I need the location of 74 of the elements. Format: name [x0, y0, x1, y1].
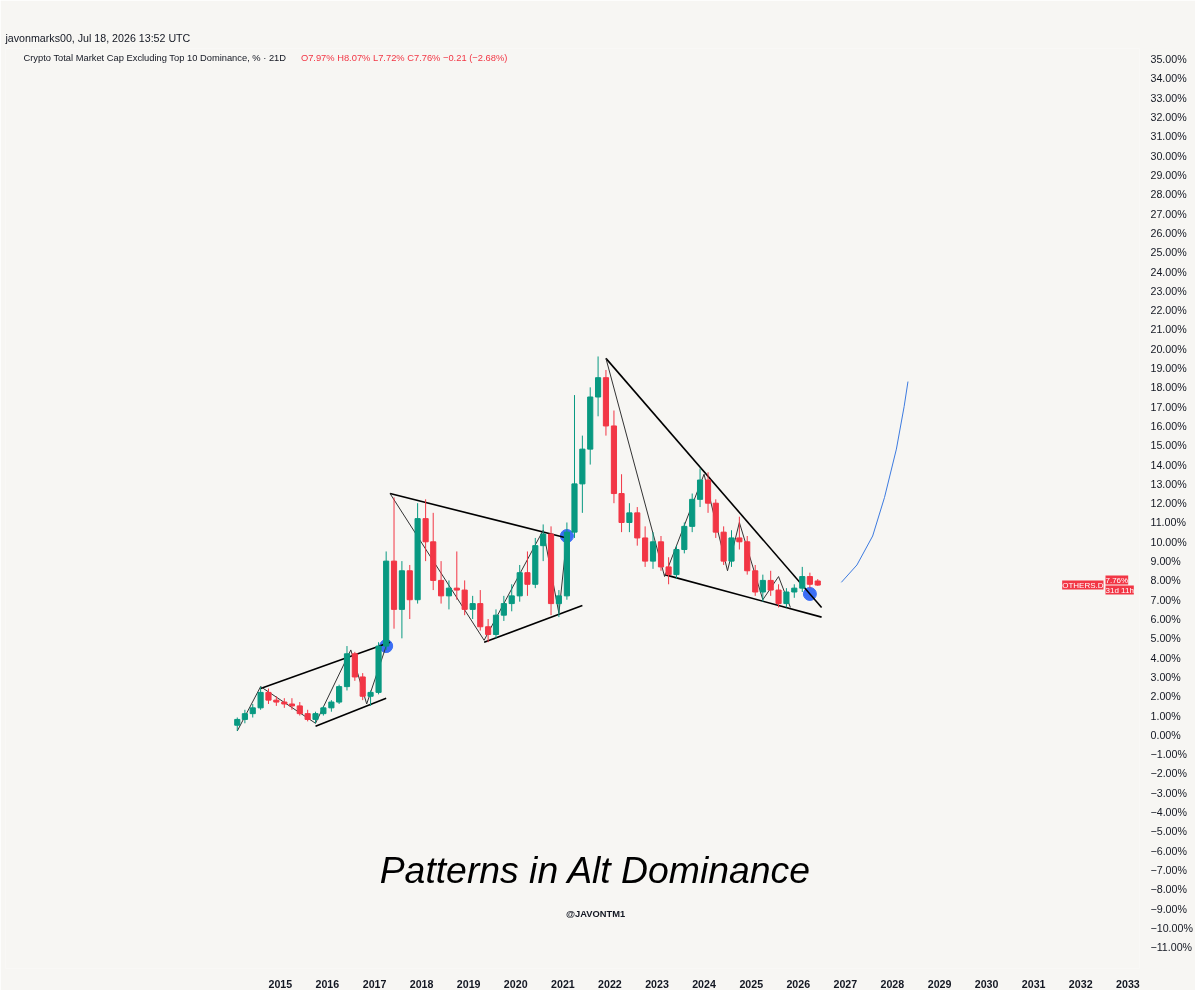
y-tick-label: 18.00%	[1150, 381, 1188, 394]
text: javonmarks00, Jul 18, 2026 13:52 UTC	[4, 31, 191, 44]
y-tick-label: 16.00%	[1150, 419, 1188, 432]
x-tick-label: 2016	[315, 977, 340, 990]
annotation: OTHERS.D	[1062, 580, 1104, 590]
x-tick-label: 2020	[503, 977, 528, 990]
y-tick-label: 14.00%	[1150, 458, 1188, 471]
y-tick-label: 28.00%	[1150, 188, 1188, 201]
x-tick-label: 2019	[456, 977, 481, 990]
y-tick-label: −4.00%	[1150, 806, 1188, 819]
x-tick-label: 2015	[268, 977, 293, 990]
y-tick-label: 30.00%	[1150, 149, 1188, 162]
y-tick-label: 20.00%	[1150, 342, 1188, 355]
y-tick-label: 31.00%	[1150, 130, 1188, 143]
x-tick-label: 2026	[786, 977, 811, 990]
y-tick-label: 27.00%	[1150, 207, 1188, 220]
x-tick-label: 2032	[1068, 977, 1093, 990]
y-tick-label: −10.00%	[1150, 921, 1194, 934]
y-tick-label: 23.00%	[1150, 284, 1188, 297]
y-tick-label: 7.00%	[1150, 593, 1182, 606]
y-tick-label: 29.00%	[1150, 168, 1188, 181]
y-tick-label: −5.00%	[1150, 825, 1188, 838]
y-tick-label: −9.00%	[1150, 902, 1188, 915]
annotation: @JAVONTM1	[565, 908, 626, 919]
chart-subtitle: Crypto Total Market Cap Excluding Top 10 Dominance, % · 21D	[23, 52, 287, 63]
x-tick-label: 2029	[927, 977, 952, 990]
y-tick-label: 6.00%	[1150, 613, 1182, 626]
y-tick-label: −6.00%	[1150, 844, 1188, 857]
y-tick-label: 13.00%	[1150, 477, 1188, 490]
x-tick-label: 2021	[551, 977, 575, 990]
y-tick-label: 32.00%	[1150, 111, 1188, 124]
y-tick-label: −7.00%	[1150, 864, 1188, 877]
y-tick-label: 1.00%	[1150, 709, 1182, 722]
x-tick-label: 2023	[645, 977, 669, 990]
y-tick-label: 17.00%	[1150, 400, 1188, 413]
y-tick-label: 35.00%	[1150, 53, 1188, 66]
y-tick-label: 26.00%	[1150, 226, 1188, 239]
y-tick-label: 3.00%	[1150, 670, 1182, 683]
y-tick-label: 34.00%	[1150, 72, 1188, 85]
x-tick-label: 2027	[833, 977, 858, 990]
y-tick-label: 15.00%	[1150, 439, 1188, 452]
x-tick-label: 2030	[974, 977, 999, 990]
x-tick-label: 2017	[362, 977, 387, 990]
x-tick-label: 2031	[1021, 977, 1046, 990]
x-tick-label: 2033	[1116, 977, 1140, 990]
y-tick-label: 0.00%	[1150, 728, 1182, 741]
y-tick-label: 5.00%	[1150, 632, 1182, 645]
x-tick-label: 2022	[598, 977, 622, 990]
x-tick-label: 2028	[880, 977, 905, 990]
y-tick-label: 19.00%	[1150, 362, 1188, 375]
y-tick-label: 21.00%	[1150, 323, 1188, 336]
annotation: 31d 11h	[1105, 585, 1134, 595]
y-tick-label: −2.00%	[1150, 767, 1188, 780]
x-tick-label: 2024	[692, 977, 716, 990]
text: Patterns in Alt Dominance	[379, 848, 810, 891]
y-tick-label: 8.00%	[1150, 574, 1182, 587]
x-tick-label: 2025	[739, 977, 764, 990]
y-tick-label: 12.00%	[1150, 497, 1188, 510]
y-tick-label: 24.00%	[1150, 265, 1188, 278]
y-tick-label: 9.00%	[1150, 555, 1182, 568]
y-tick-label: 33.00%	[1150, 91, 1188, 104]
y-tick-label: 22.00%	[1150, 304, 1188, 317]
y-tick-label: 11.00%	[1150, 516, 1187, 529]
y-tick-label: 2.00%	[1150, 690, 1182, 703]
annotation: 7.76%	[1105, 575, 1129, 585]
y-tick-label: −11.00%	[1150, 941, 1193, 954]
annotation: O7.97% H8.07% L7.72% C7.76% −0.21 (−2.68%)	[300, 52, 508, 63]
y-tick-label: −8.00%	[1150, 883, 1188, 896]
y-tick-label: 25.00%	[1150, 246, 1188, 259]
x-tick-label: 2018	[409, 977, 434, 990]
y-tick-label: −1.00%	[1150, 748, 1188, 761]
y-tick-label: −3.00%	[1150, 786, 1188, 799]
y-tick-label: 10.00%	[1150, 535, 1188, 548]
y-tick-label: 4.00%	[1150, 651, 1182, 664]
